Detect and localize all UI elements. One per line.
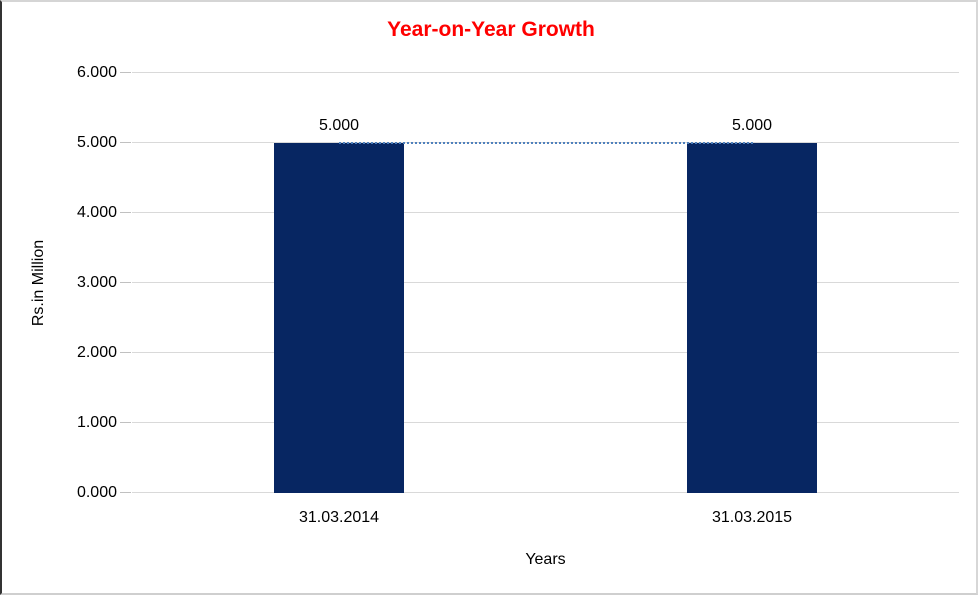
dotted-series-line (339, 142, 753, 144)
chart-title: Year-on-Year Growth (387, 18, 595, 41)
y-axis-tick (120, 72, 131, 73)
x-axis-title: Years (525, 551, 566, 568)
y-tick-label: 1.000 (76, 414, 117, 431)
y-tick-label: 2.000 (76, 344, 117, 361)
gridline (132, 352, 959, 353)
x-category-label: 31.03.2014 (298, 509, 380, 526)
bar (274, 143, 404, 493)
gridline (132, 72, 959, 73)
gridline (132, 212, 959, 213)
y-tick-label: 0.000 (76, 484, 117, 501)
y-axis-tick (120, 352, 131, 353)
y-tick-label: 4.000 (76, 204, 117, 221)
y-axis-tick (120, 282, 131, 283)
y-axis-tick (120, 142, 131, 143)
y-tick-label: 3.000 (76, 274, 117, 291)
gridline (132, 282, 959, 283)
bar (687, 143, 817, 493)
gridline (132, 492, 959, 493)
x-category-label: 31.03.2015 (711, 509, 793, 526)
bar-value-label: 5.000 (318, 117, 360, 134)
y-axis-tick (120, 212, 131, 213)
bar-value-label: 5.000 (731, 117, 773, 134)
y-axis-tick (120, 492, 131, 493)
y-axis-tick (120, 422, 131, 423)
y-tick-label: 6.000 (76, 64, 117, 81)
y-tick-label: 5.000 (76, 134, 117, 151)
gridline (132, 422, 959, 423)
